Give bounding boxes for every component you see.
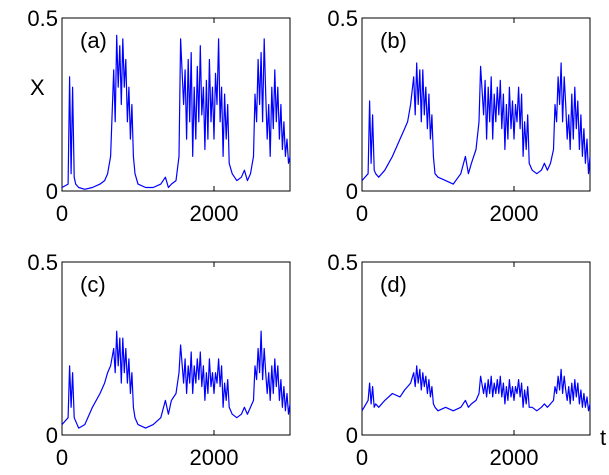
axes-box xyxy=(61,261,291,436)
x-tick-label: 2000 xyxy=(190,445,239,470)
series-line xyxy=(361,365,591,412)
panel-c: 0 2000 0 0.5 (c) xyxy=(27,250,291,470)
y-tick-label: 0 xyxy=(346,423,358,448)
y-axis-label: X xyxy=(30,75,45,100)
y-tick-label: 0.5 xyxy=(327,6,358,31)
x-tick-label: 0 xyxy=(56,445,68,470)
series-line xyxy=(61,330,291,429)
series-line xyxy=(361,62,591,185)
y-tick-label: 0 xyxy=(46,179,58,204)
y-tick-label: 0.5 xyxy=(27,6,58,31)
x-tick-label: 0 xyxy=(356,445,368,470)
y-tick-label: 0.5 xyxy=(327,250,358,275)
panel-d: 0 2000 0 0.5 (d) t xyxy=(327,250,606,470)
x-tick-label: 0 xyxy=(356,201,368,226)
y-tick-label: 0 xyxy=(346,179,358,204)
x-tick-label: 0 xyxy=(56,201,68,226)
x-tick-label: 2000 xyxy=(490,445,539,470)
x-axis-label: t xyxy=(600,425,606,450)
panel-label: (b) xyxy=(380,28,407,53)
x-tick-label: 2000 xyxy=(190,201,239,226)
panel-a: 0 2000 0 0.5 (a) X xyxy=(27,6,291,226)
axes-box xyxy=(61,17,291,192)
panel-label: (a) xyxy=(80,28,107,53)
y-tick-label: 0 xyxy=(46,423,58,448)
panel-b: 0 2000 0 0.5 (b) xyxy=(327,6,591,226)
panel-label: (d) xyxy=(380,272,407,297)
y-tick-label: 0.5 xyxy=(27,250,58,275)
axes-box xyxy=(361,261,591,436)
x-tick-label: 2000 xyxy=(490,201,539,226)
series-line xyxy=(61,34,291,190)
panel-label: (c) xyxy=(80,272,106,297)
axes-box xyxy=(361,17,591,192)
